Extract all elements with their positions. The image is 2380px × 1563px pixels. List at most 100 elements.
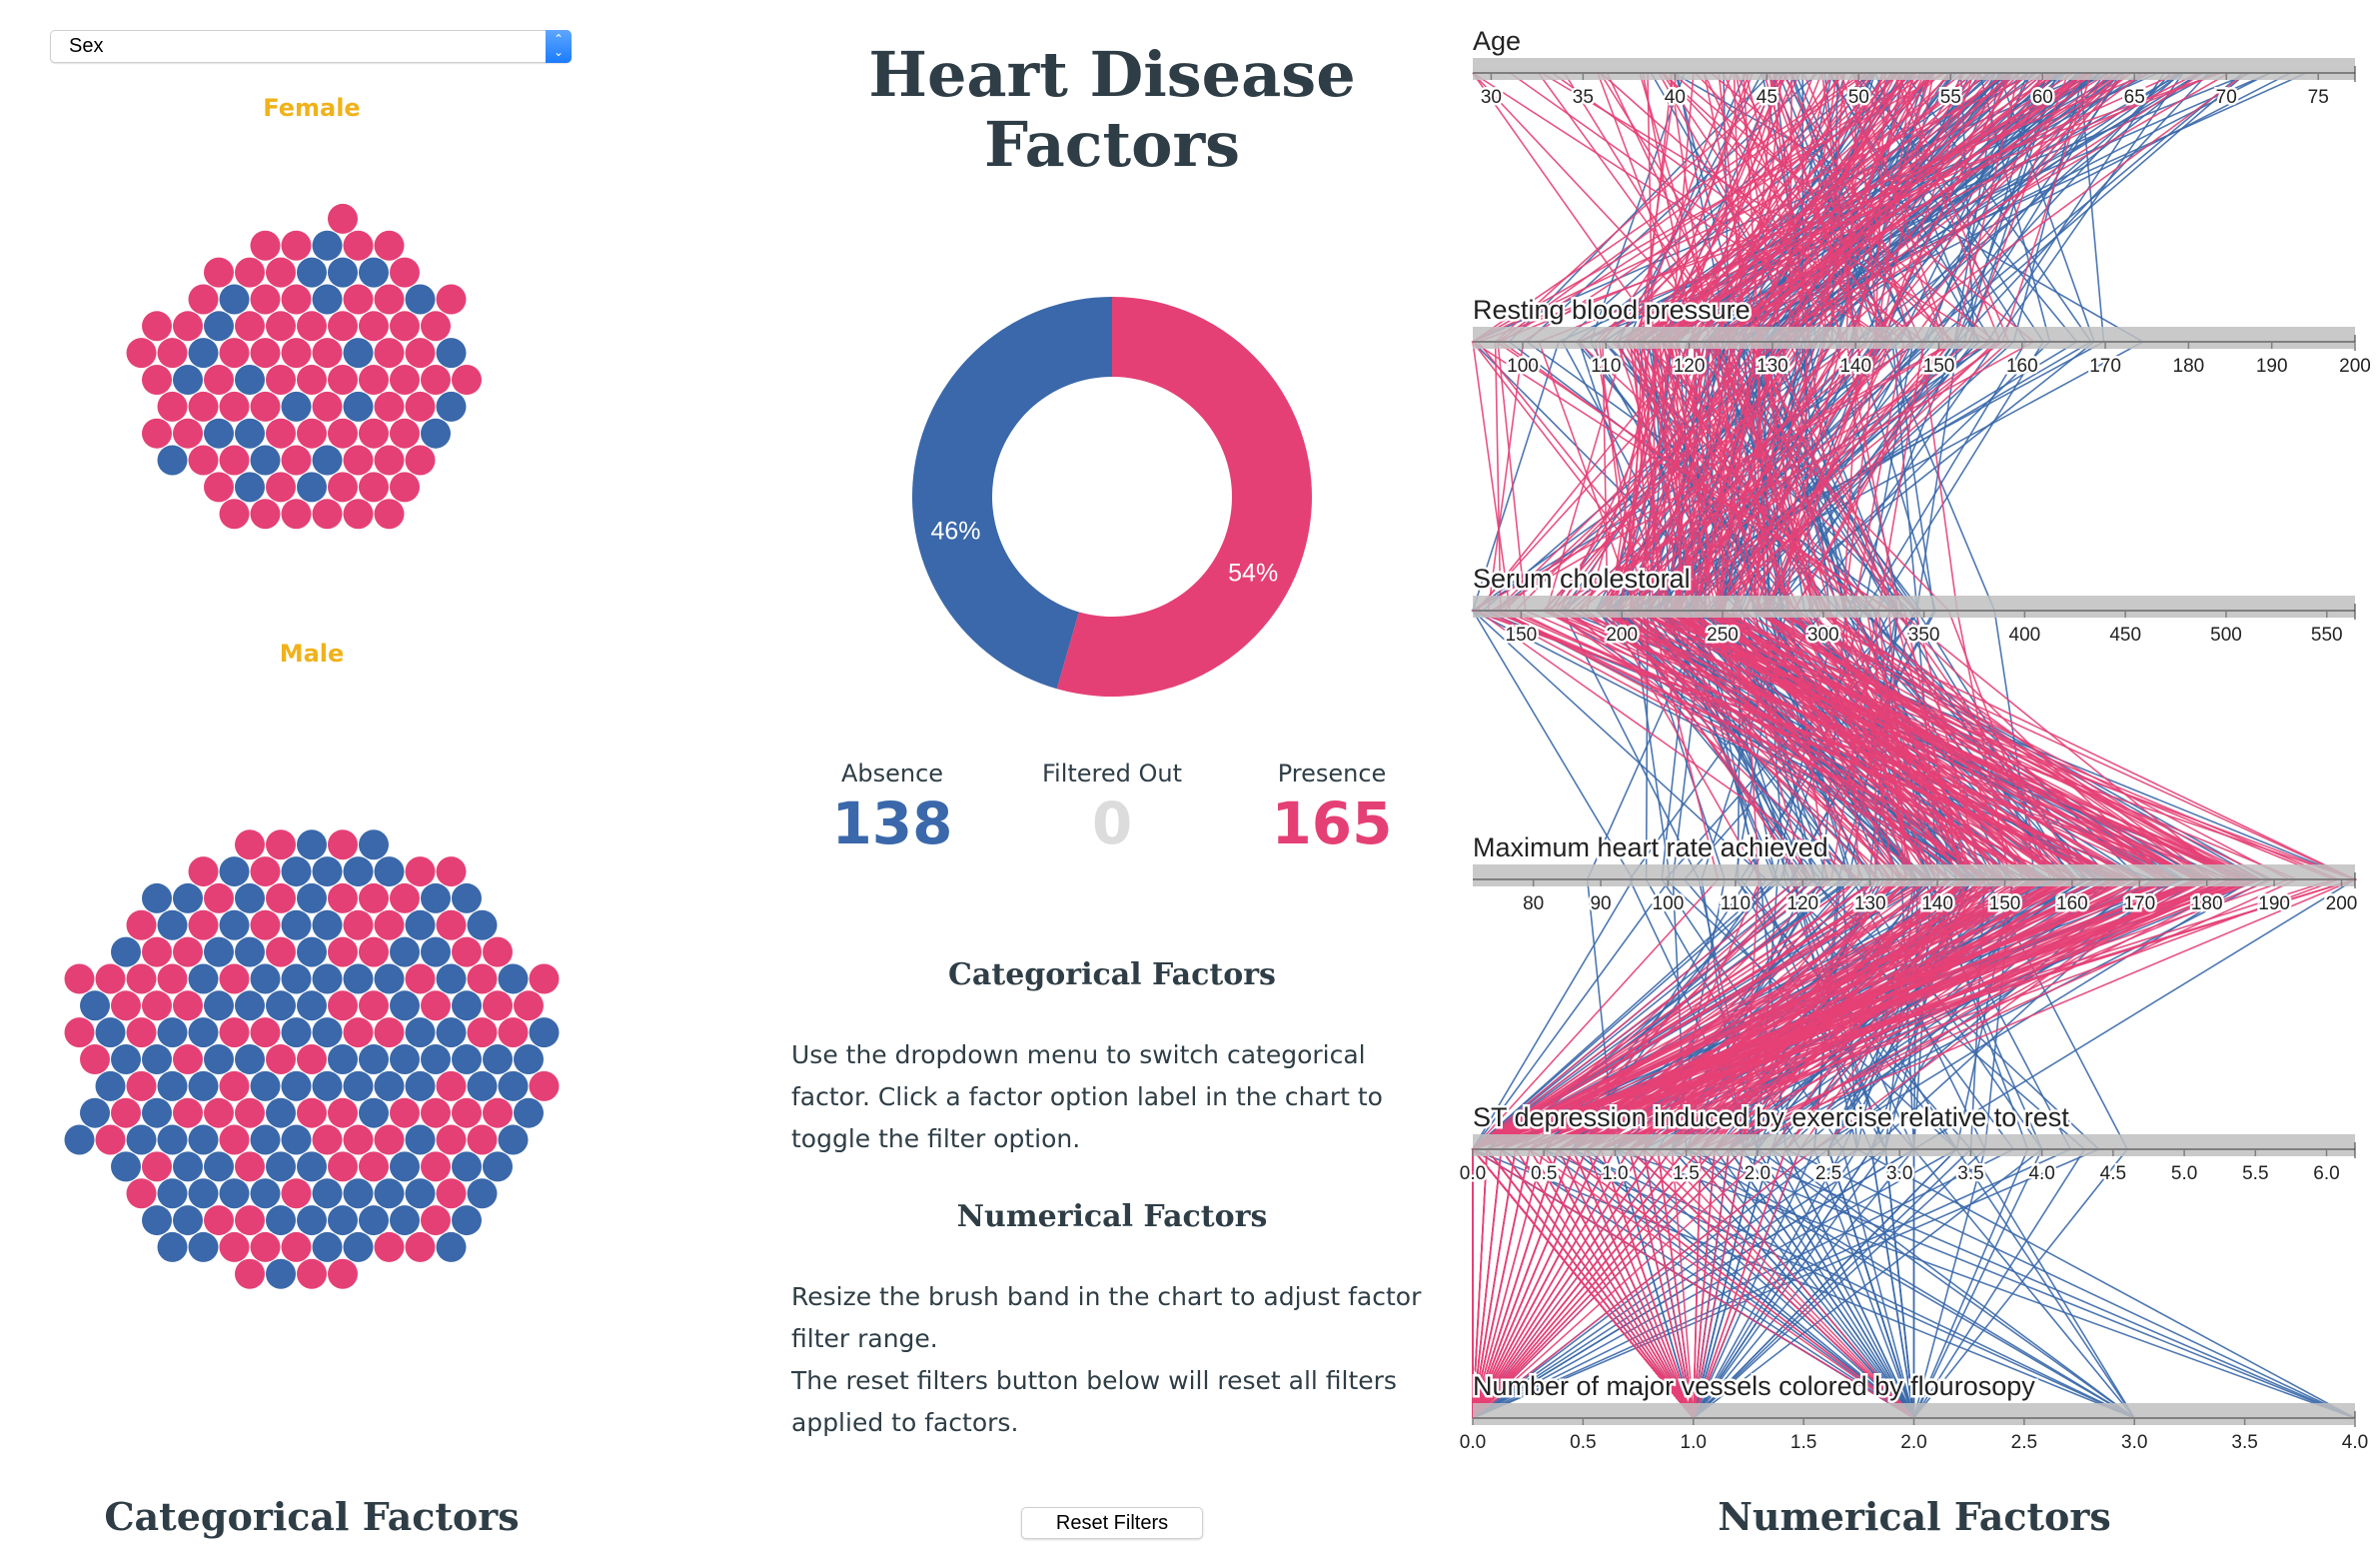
record-line-presence xyxy=(1472,72,2046,1419)
axis-3: Maximum heart rate achieved 80 90 100 110 120… xyxy=(1471,830,2360,917)
axis-tick-label: 50 xyxy=(1848,87,1869,108)
bubble-absence xyxy=(390,1044,420,1074)
bubble-presence xyxy=(266,472,296,503)
category-label-male[interactable]: Male xyxy=(279,640,345,668)
bubble-presence xyxy=(312,1124,343,1155)
bubble-presence xyxy=(328,1151,358,1182)
bubble-absence xyxy=(173,882,203,913)
bubble-presence xyxy=(250,499,281,530)
bubble-absence xyxy=(390,1205,420,1236)
reset-filters-button[interactable]: Reset Filters xyxy=(1021,1507,1203,1539)
bubble-absence xyxy=(173,1151,203,1182)
bubble-absence xyxy=(235,472,265,503)
bubble-presence xyxy=(188,445,219,476)
bubble-presence xyxy=(359,990,389,1021)
axis-title: Age xyxy=(1473,26,1521,56)
bubble-presence xyxy=(312,338,343,369)
bubble-presence xyxy=(281,1231,312,1262)
bubble-presence xyxy=(374,499,405,530)
axis-tick-label: 1.5 xyxy=(1673,1163,1699,1184)
bubble-absence xyxy=(250,1124,281,1155)
brush-band[interactable] xyxy=(1473,58,2355,80)
bubble-absence xyxy=(421,882,451,913)
bubble-absence xyxy=(343,1178,374,1209)
axis-tick-label: 55 xyxy=(1940,87,1961,108)
bubble-presence xyxy=(297,1044,327,1074)
axis-tick-label: 130 xyxy=(1757,356,1788,377)
bubble-presence xyxy=(126,963,157,994)
axis-tick-label: 140 xyxy=(1839,356,1871,377)
bubble-absence xyxy=(250,1070,281,1101)
bubble-presence xyxy=(390,472,420,503)
numerical-parallel-coordinates-chart: Age 30 35 40 45 50 55 60 65 70 75 Resting blood pre… xyxy=(1459,24,2373,1456)
record-line-presence xyxy=(1585,72,2097,1419)
bubble-presence xyxy=(173,311,203,342)
axis-tick-label: 500 xyxy=(2210,625,2242,646)
record-line-presence xyxy=(1472,72,2177,1419)
bubble-presence xyxy=(312,499,343,530)
bubble-absence xyxy=(312,1017,343,1048)
bubble-presence xyxy=(374,338,405,369)
bubble-presence xyxy=(204,365,234,395)
brush-band[interactable] xyxy=(1473,596,2355,618)
bubble-absence xyxy=(235,365,265,395)
bubble-presence xyxy=(219,1017,250,1048)
brush-band[interactable] xyxy=(1473,864,2355,886)
bubble-cluster-male xyxy=(64,829,560,1289)
bubble-presence xyxy=(343,909,374,940)
donut-label-presence: 54% xyxy=(1228,559,1278,587)
bubble-presence xyxy=(281,284,312,315)
record-line-presence xyxy=(1472,72,1952,1419)
brush-band[interactable] xyxy=(1473,327,2355,349)
bubble-absence xyxy=(421,936,451,967)
help-line: applied to factors. xyxy=(791,1408,1019,1437)
bubble-presence xyxy=(188,391,219,422)
axis-5: Number of major vessels colored by flour… xyxy=(1459,1369,2371,1456)
bubble-absence xyxy=(343,338,374,369)
bubble-absence xyxy=(452,990,482,1021)
bubble-absence xyxy=(467,1070,498,1101)
axis-tick-label: 100 xyxy=(1653,893,1685,914)
axis-tick-label: 200 xyxy=(2339,356,2371,377)
bubble-presence xyxy=(126,1070,157,1101)
bubble-absence xyxy=(235,1044,265,1074)
bubble-absence xyxy=(374,856,405,887)
category-label-female[interactable]: Female xyxy=(263,94,361,122)
bubble-presence xyxy=(359,882,389,913)
updown-chevron-icon[interactable]: ⌃ ⌄ xyxy=(546,30,572,63)
brush-band[interactable] xyxy=(1473,1134,2355,1156)
bubble-presence xyxy=(436,1124,467,1155)
categorical-factor-dropdown[interactable]: Sex ⌃ ⌄ xyxy=(50,30,572,63)
bubble-absence xyxy=(157,1017,188,1048)
bubble-presence xyxy=(204,882,234,913)
bubble-absence xyxy=(235,882,265,913)
axis-tick-label: 5.5 xyxy=(2242,1163,2268,1184)
bubble-presence xyxy=(328,1097,358,1128)
bubble-presence xyxy=(142,1151,172,1182)
axis-tick-label: 3.5 xyxy=(1957,1163,1983,1184)
bubble-cluster-female xyxy=(126,203,482,530)
bubble-presence xyxy=(328,418,358,449)
bubble-absence xyxy=(297,990,327,1021)
bubble-absence xyxy=(266,1258,296,1289)
bubble-absence xyxy=(142,1097,172,1128)
bubble-presence xyxy=(405,445,436,476)
record-line-presence xyxy=(1472,72,2126,1419)
record-line-presence xyxy=(1576,72,2179,1419)
bubble-presence xyxy=(312,391,343,422)
bubble-presence xyxy=(328,472,358,503)
axis-tick-label: 110 xyxy=(1721,893,1751,914)
bubble-absence xyxy=(250,963,281,994)
title-line-1: Heart Disease xyxy=(868,38,1356,111)
axis-tick-label: 130 xyxy=(1854,893,1886,914)
bubble-presence xyxy=(359,472,389,503)
bubble-presence xyxy=(405,391,436,422)
bubble-presence xyxy=(390,882,420,913)
bubble-presence xyxy=(421,1151,451,1182)
bubble-presence xyxy=(467,963,498,994)
bubble-absence xyxy=(405,1124,436,1155)
bubble-presence xyxy=(281,1178,312,1209)
bubble-presence xyxy=(281,445,312,476)
bubble-presence xyxy=(95,963,126,994)
bubble-absence xyxy=(219,909,250,940)
